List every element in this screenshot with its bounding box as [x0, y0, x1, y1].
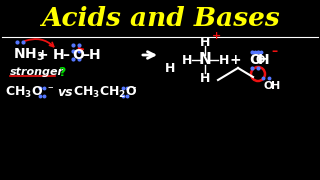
Text: Acids and Bases: Acids and Bases	[41, 6, 279, 30]
Text: H: H	[89, 48, 100, 62]
Text: H: H	[200, 71, 210, 84]
Text: stronger: stronger	[10, 67, 64, 77]
Text: H: H	[219, 53, 229, 66]
Text: O: O	[256, 55, 265, 65]
Text: N: N	[199, 53, 212, 68]
Text: $\mathregular{CH_3O}$: $\mathregular{CH_3O}$	[5, 84, 43, 100]
Text: H: H	[182, 53, 192, 66]
Text: +: +	[229, 53, 241, 67]
Text: H: H	[258, 53, 270, 67]
Text: ?: ?	[58, 66, 65, 80]
Text: +: +	[212, 31, 221, 41]
Text: H: H	[200, 35, 210, 48]
Text: –: –	[130, 82, 136, 92]
Text: O: O	[72, 48, 84, 62]
Text: +: +	[36, 48, 48, 62]
Text: $\mathregular{NH_3}$: $\mathregular{NH_3}$	[13, 47, 44, 63]
Text: –: –	[82, 48, 89, 62]
FancyArrowPatch shape	[79, 48, 83, 52]
Text: H: H	[53, 48, 65, 62]
Text: O: O	[249, 53, 261, 67]
Text: H: H	[165, 62, 175, 75]
Text: –: –	[47, 82, 52, 92]
Text: H: H	[271, 81, 280, 91]
Text: vs: vs	[57, 86, 73, 98]
Text: $\mathregular{CH_3CH_2O}$: $\mathregular{CH_3CH_2O}$	[73, 84, 137, 100]
Text: O: O	[264, 81, 273, 91]
Text: –: –	[271, 46, 277, 58]
FancyArrowPatch shape	[25, 39, 54, 47]
Text: –: –	[62, 48, 69, 62]
